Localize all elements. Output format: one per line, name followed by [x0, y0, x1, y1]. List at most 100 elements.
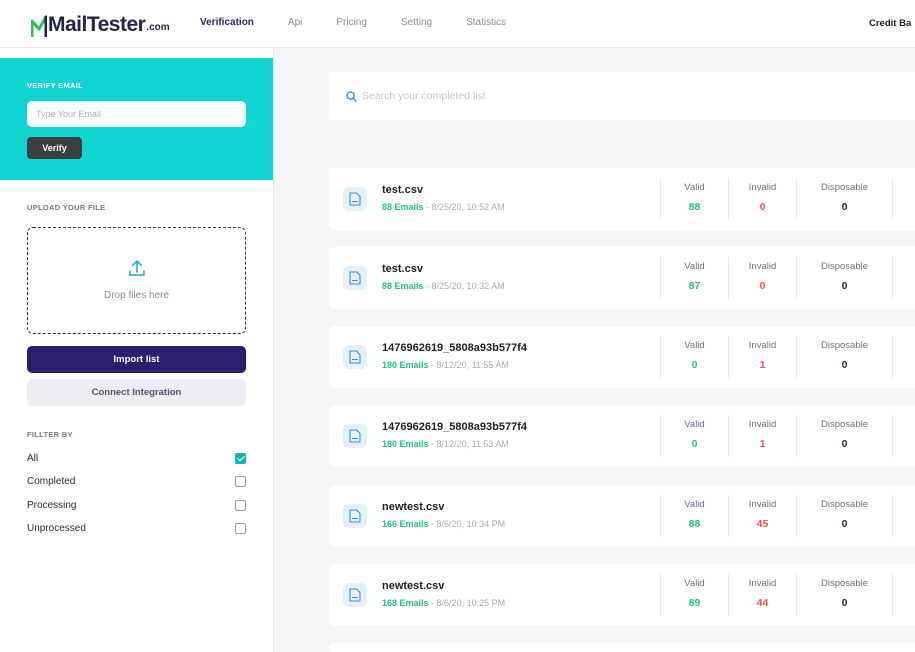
- filter-all-checkbox[interactable]: [235, 452, 246, 464]
- invalid-label: Invalid: [748, 578, 777, 589]
- invalid-stat: Invalid 1: [728, 336, 796, 378]
- filter-unprocessed-checkbox[interactable]: [235, 522, 246, 534]
- valid-stat: Valid 0: [660, 415, 728, 457]
- file-icon: [343, 266, 367, 290]
- file-dropzone[interactable]: Drop files here: [27, 227, 246, 334]
- connect-integration-button[interactable]: Connect Integration: [27, 379, 246, 406]
- file-name[interactable]: newtest.csv: [382, 501, 445, 513]
- verify-email-title: VERIFY EMAIL: [27, 81, 83, 90]
- filter-by-title: FILLTER BY: [27, 430, 73, 439]
- valid-count: 88: [688, 518, 701, 530]
- valid-count: 0: [691, 438, 698, 450]
- invalid-label: Invalid: [748, 182, 777, 193]
- filter-completed[interactable]: Completed: [27, 474, 246, 488]
- list-item[interactable]: 1476962619_5808a93b577f4 180 Emails - 8/…: [329, 405, 915, 467]
- sidebar: VERIFY EMAIL Verify UPLOAD YOUR FILE Dro…: [0, 48, 274, 652]
- filter-processing-checkbox[interactable]: [235, 499, 246, 511]
- valid-count: 87: [688, 280, 701, 292]
- valid-count: 88: [688, 201, 701, 213]
- logo-text: MailTester: [48, 13, 146, 36]
- file-icon: [343, 187, 367, 211]
- list-item-partial[interactable]: [329, 643, 915, 652]
- invalid-count: 0: [759, 280, 766, 292]
- stat-divider: [892, 495, 893, 537]
- list-item[interactable]: test.csv 88 Emails - 8/25/20, 10:52 AM V…: [329, 168, 915, 230]
- filter-label: All: [27, 452, 39, 464]
- valid-stat: Valid 0: [660, 336, 728, 378]
- valid-count: 0: [691, 359, 698, 371]
- valid-label: Valid: [684, 419, 705, 430]
- file-meta: 88 Emails - 8/25/20, 10:52 AM: [382, 202, 505, 212]
- invalid-stat: Invalid 0: [728, 257, 796, 299]
- credit-balance: Credit Ba: [869, 18, 912, 29]
- invalid-label: Invalid: [748, 419, 777, 430]
- file-meta: 180 Emails - 8/12/20, 11:53 AM: [382, 439, 509, 449]
- list-item[interactable]: newtest.csv 168 Emails - 8/6/20, 10:25 P…: [329, 564, 915, 626]
- upload-icon: [129, 260, 145, 276]
- list-item[interactable]: 1476962619_5808a93b577f4 180 Emails - 8/…: [329, 326, 915, 388]
- email-input[interactable]: [27, 101, 246, 127]
- nav-statistics[interactable]: Statistics: [466, 17, 507, 28]
- upload-date: - 8/12/20, 11:53 AM: [428, 439, 509, 449]
- disposable-label: Disposable: [821, 578, 868, 589]
- stat-divider: [892, 336, 893, 378]
- search-icon: [346, 91, 357, 102]
- valid-stat: Valid 87: [660, 257, 728, 299]
- list-item[interactable]: test.csv 88 Emails - 8/25/20, 10:32 AM V…: [329, 247, 915, 309]
- filter-unprocessed[interactable]: Unprocessed: [27, 521, 246, 535]
- filter-completed-checkbox[interactable]: [235, 475, 246, 487]
- nav-api[interactable]: Api: [287, 17, 303, 28]
- nav-pricing[interactable]: Pricing: [336, 17, 367, 28]
- filter-label: Processing: [27, 499, 77, 511]
- invalid-count: 44: [756, 597, 769, 609]
- import-list-button[interactable]: Import list: [27, 346, 246, 373]
- verify-button[interactable]: Verify: [27, 137, 82, 159]
- file-meta: 88 Emails - 8/25/20, 10:32 AM: [382, 281, 505, 291]
- valid-stat: Valid 88: [660, 178, 728, 220]
- invalid-label: Invalid: [748, 261, 777, 272]
- disposable-stat: Disposable 0: [796, 495, 892, 537]
- logo[interactable]: MailTester .com: [31, 9, 170, 37]
- invalid-label: Invalid: [748, 340, 777, 351]
- file-name[interactable]: test.csv: [382, 263, 423, 275]
- disposable-count: 0: [841, 518, 848, 530]
- search-input[interactable]: [362, 86, 862, 106]
- invalid-count: 1: [759, 359, 766, 371]
- file-icon: [343, 583, 367, 607]
- disposable-stat: Disposable 0: [796, 336, 892, 378]
- email-count: 166 Emails: [382, 519, 429, 529]
- logo-suffix: .com: [146, 22, 170, 33]
- file-meta: 166 Emails - 8/6/20, 10:34 PM: [382, 519, 505, 529]
- valid-label: Valid: [684, 340, 705, 351]
- file-name[interactable]: newtest.csv: [382, 580, 445, 592]
- filter-processing[interactable]: Processing: [27, 498, 246, 512]
- valid-label: Valid: [684, 499, 705, 510]
- invalid-stat: Invalid 0: [728, 178, 796, 220]
- filter-all[interactable]: All: [27, 451, 246, 465]
- disposable-count: 0: [841, 201, 848, 213]
- file-name[interactable]: 1476962619_5808a93b577f4: [382, 421, 527, 433]
- nav-setting[interactable]: Setting: [400, 17, 433, 28]
- file-name[interactable]: test.csv: [382, 184, 423, 196]
- list-item[interactable]: newtest.csv 166 Emails - 8/6/20, 10:34 P…: [329, 485, 915, 547]
- file-icon: [343, 424, 367, 448]
- disposable-stat: Disposable 0: [796, 257, 892, 299]
- invalid-count: 45: [756, 518, 769, 530]
- valid-stat: Valid 89: [660, 574, 728, 616]
- disposable-label: Disposable: [821, 499, 868, 510]
- upload-date: - 8/6/20, 10:25 PM: [428, 598, 506, 608]
- file-name[interactable]: 1476962619_5808a93b577f4: [382, 342, 527, 354]
- invalid-count: 1: [759, 438, 766, 450]
- file-icon: [343, 504, 367, 528]
- file-meta: 168 Emails - 8/6/20, 10:25 PM: [382, 598, 505, 608]
- invalid-stat: Invalid 44: [728, 574, 796, 616]
- disposable-stat: Disposable 0: [796, 574, 892, 616]
- disposable-label: Disposable: [821, 182, 868, 193]
- nav-verification[interactable]: Verification: [200, 17, 254, 28]
- disposable-stat: Disposable 0: [796, 415, 892, 457]
- filter-label: Completed: [27, 475, 76, 487]
- valid-count: 89: [688, 597, 701, 609]
- stat-divider: [892, 178, 893, 220]
- valid-label: Valid: [684, 578, 705, 589]
- disposable-label: Disposable: [821, 340, 868, 351]
